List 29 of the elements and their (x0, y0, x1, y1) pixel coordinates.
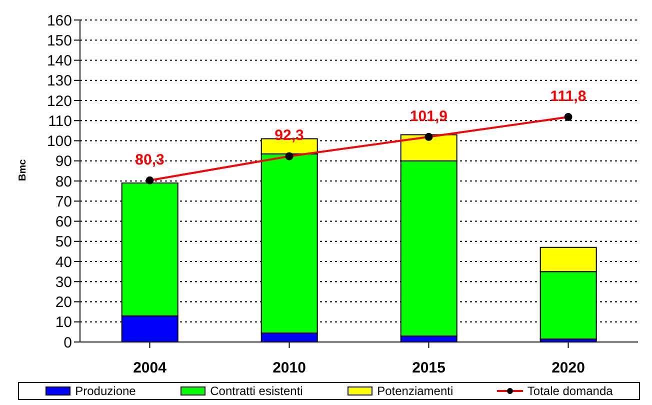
x-tick-label: 2010 (272, 360, 306, 377)
y-tick-label: 10 (55, 314, 72, 332)
legend-label: Totale domanda (527, 384, 613, 398)
y-axis-title: Bmc (18, 158, 29, 181)
y-tick-label: 30 (55, 274, 72, 291)
y-tick-label: 80 (55, 173, 72, 190)
y-tick-label: 140 (46, 52, 72, 70)
y-tick-label: 150 (46, 32, 72, 50)
legend-label: Contratti esistenti (210, 384, 303, 398)
y-tick-label: 100 (46, 133, 72, 150)
y-tick-label: 70 (55, 193, 72, 210)
y-tick-label: 160 (46, 12, 72, 30)
y-tick-label: 40 (55, 254, 72, 271)
y-tick-label: 50 (55, 234, 72, 251)
data-label: 80,3 (135, 151, 164, 168)
x-tick-label: 2004 (133, 360, 168, 377)
y-tick-label: 130 (46, 72, 72, 90)
y-tick-label: 120 (46, 92, 72, 110)
x-tick-label: 2015 (412, 360, 446, 377)
data-label: 111,8 (550, 88, 586, 106)
legend-label: Potenziamenti (377, 384, 454, 398)
data-label: 101,9 (410, 108, 448, 125)
y-tick-label: 110 (48, 112, 72, 130)
x-tick-label: 2020 (552, 360, 585, 377)
y-tick-label: 60 (55, 214, 72, 231)
legend-label: Produzione (75, 384, 136, 398)
y-tick-label: 90 (55, 153, 72, 170)
y-tick-label: 20 (55, 294, 72, 312)
y-tick-label: 0 (64, 334, 72, 352)
